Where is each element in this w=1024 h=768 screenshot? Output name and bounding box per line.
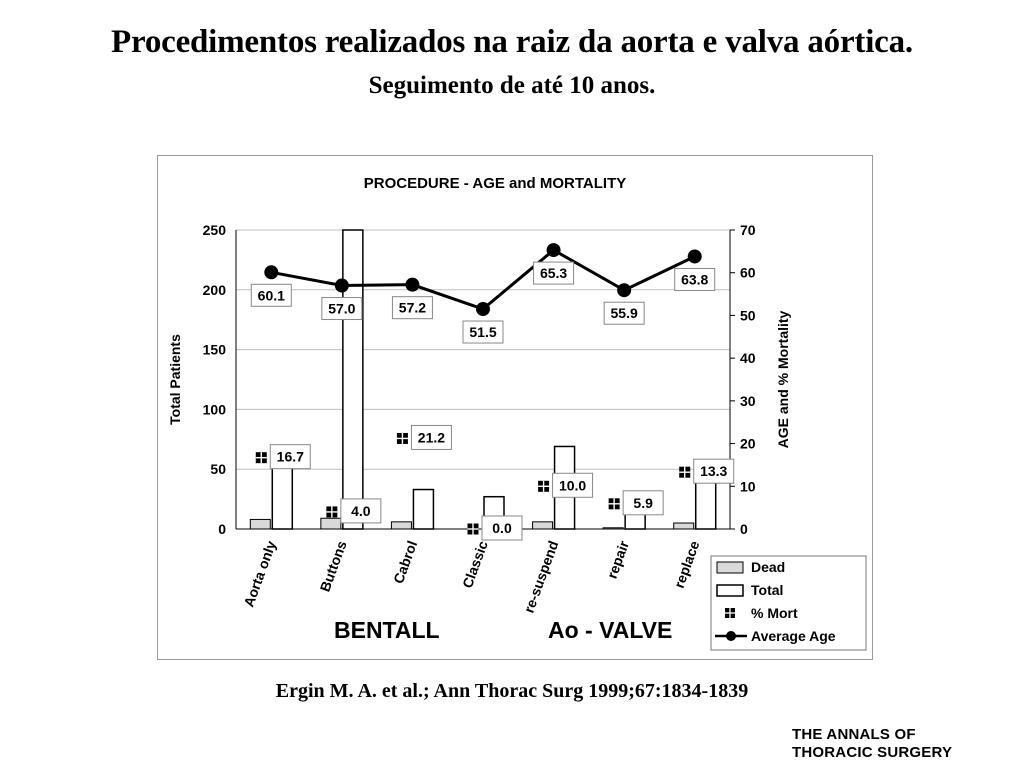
bar-dead: [602, 527, 624, 530]
category-label: replace: [671, 538, 703, 590]
left-axis-label: Total Patients: [167, 334, 183, 425]
category-label: repair: [604, 538, 633, 581]
average-age-point: [476, 302, 490, 317]
mortality-label-box: [622, 490, 664, 516]
mortality-label-box: [340, 498, 382, 524]
procedure-age-mortality-chart: PROCEDURE - AGE and MORTALITY05010015020…: [167, 175, 867, 651]
right-axis-tick-label: 20: [740, 436, 756, 452]
group-label-bentall: BENTALL: [334, 617, 440, 643]
category-label: re-suspend: [521, 539, 562, 615]
average-age-label-box: [603, 301, 645, 325]
chart-frame: PROCEDURE - AGE and MORTALITY 0 50 100 150 20…: [157, 155, 873, 660]
average-age-label: 65.3: [540, 265, 567, 281]
bar-total: [271, 464, 294, 530]
category-label: Classic: [459, 538, 491, 590]
legend-label-mortality: % Mort: [751, 605, 798, 621]
average-age-label: 55.9: [611, 305, 638, 321]
mortality-label: 4.0: [351, 503, 371, 519]
bar-dead: [249, 518, 271, 530]
right-axis-tick-label: 40: [740, 350, 756, 366]
journal-logo: THE ANNALS OF THORACIC SURGERY: [792, 726, 952, 762]
bar-total: [412, 488, 435, 530]
bar-dead: [390, 521, 412, 530]
left-axis-tick-label: 50: [210, 461, 226, 477]
left-axis-tick-label: 250: [203, 222, 227, 238]
legend-label-dead: Dead: [751, 559, 785, 575]
average-age-label: 57.2: [399, 300, 426, 316]
legend-swatch-total: [716, 584, 744, 597]
mortality-label-box: [410, 424, 452, 450]
left-axis-tick-label: 100: [203, 401, 227, 417]
right-axis-tick-label: 50: [740, 307, 756, 323]
mortality-label: 10.0: [559, 477, 586, 493]
mortality-label: 5.9: [633, 495, 653, 511]
right-axis-tick-label: 10: [740, 478, 756, 494]
average-age-label: 60.1: [258, 287, 285, 303]
left-axis-tick-label: 0: [218, 521, 226, 537]
legend-label-total: Total: [751, 582, 783, 598]
average-age-point: [687, 249, 702, 264]
average-age-label-box: [462, 320, 504, 344]
right-axis-tick-label: 60: [740, 265, 756, 281]
average-age-point: [264, 265, 279, 280]
mortality-label-box: [481, 515, 523, 541]
slide-subtitle: Seguimento de até 10 anos.: [368, 72, 656, 99]
average-age-label-box: [674, 267, 716, 291]
mortality-label: 16.7: [277, 449, 304, 465]
left-axis-tick-label: 150: [203, 342, 227, 358]
legend-swatch-age-point: [726, 631, 736, 641]
chart-title: PROCEDURE - AGE and MORTALITY: [364, 175, 627, 192]
right-axis-tick-label: 70: [740, 222, 756, 238]
average-age-label-box: [250, 283, 292, 307]
group-label-ao-valve: Ao - VALVE: [548, 617, 672, 643]
average-age-label: 63.8: [681, 271, 708, 287]
right-axis-label: AGE and % Mortality: [775, 310, 791, 448]
journal-logo-line1: THE ANNALS OF: [792, 726, 916, 743]
mortality-label-box: [552, 472, 594, 498]
bar-total: [342, 229, 364, 530]
average-age-label: 57.0: [328, 301, 355, 317]
mortality-label-box: [693, 458, 735, 484]
slide-title: Procedimentos realizados na raiz da aort…: [111, 24, 913, 60]
category-label: Buttons: [317, 538, 350, 593]
bar-total: [694, 480, 717, 530]
legend-swatch-dead: [716, 561, 744, 574]
average-age-point: [546, 243, 561, 258]
average-age-point: [617, 283, 632, 298]
average-age-label-box: [321, 297, 363, 321]
average-age-label-box: [391, 296, 433, 320]
average-age-label-box: [533, 261, 575, 285]
bar-dead: [532, 521, 554, 530]
bar-dead: [320, 517, 342, 530]
left-axis-tick-label: 200: [203, 282, 227, 298]
average-age-point: [334, 278, 349, 293]
average-age-label: 51.5: [469, 324, 496, 340]
mortality-label: 21.2: [418, 429, 445, 445]
citation: Ergin M. A. et al.; Ann Thorac Surg 1999…: [275, 680, 749, 702]
category-label: Aorta only: [240, 538, 279, 609]
right-axis-tick-label: 30: [740, 393, 756, 409]
average-age-point: [405, 277, 420, 292]
right-axis-tick-label: 0: [740, 521, 748, 537]
mortality-label: 13.3: [700, 463, 727, 479]
mortality-label: 0.0: [492, 520, 512, 536]
bar-dead: [673, 522, 695, 530]
journal-logo-line2: THORACIC SURGERY: [792, 744, 953, 761]
legend-label-age: Average Age: [751, 628, 836, 644]
mortality-label-box: [269, 444, 311, 470]
category-label: Cabrol: [390, 539, 420, 586]
